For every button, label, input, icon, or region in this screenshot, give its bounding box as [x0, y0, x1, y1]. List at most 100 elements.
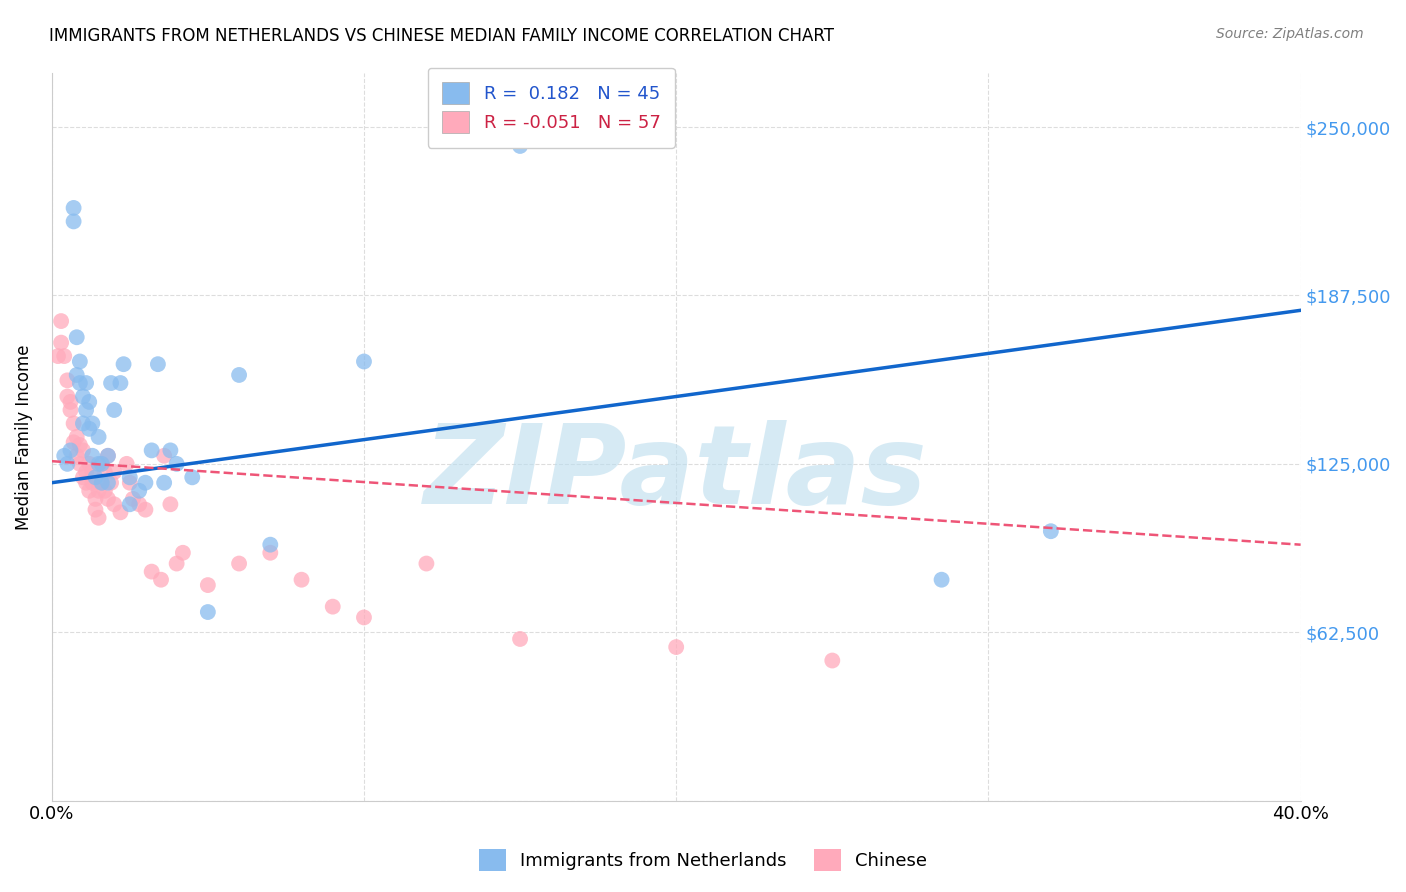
Y-axis label: Median Family Income: Median Family Income — [15, 344, 32, 530]
Point — [82, 449, 104, 463]
Point — [181, 470, 204, 484]
Point — [118, 497, 141, 511]
Point — [159, 443, 181, 458]
Point — [166, 557, 188, 571]
Point — [322, 599, 344, 614]
Point — [87, 457, 110, 471]
Point — [172, 546, 194, 560]
Point — [62, 214, 84, 228]
Point — [122, 491, 145, 506]
Point — [82, 475, 104, 490]
Point — [100, 475, 122, 490]
Point — [259, 546, 281, 560]
Point — [509, 632, 531, 646]
Point — [62, 435, 84, 450]
Legend: Immigrants from Netherlands, Chinese: Immigrants from Netherlands, Chinese — [471, 842, 935, 879]
Point — [75, 403, 97, 417]
Point — [82, 417, 104, 431]
Legend: R =  0.182   N = 45, R = -0.051   N = 57: R = 0.182 N = 45, R = -0.051 N = 57 — [427, 68, 675, 148]
Point — [821, 654, 844, 668]
Point — [103, 403, 125, 417]
Point — [66, 449, 89, 463]
Point — [128, 497, 150, 511]
Point — [110, 376, 132, 390]
Point — [90, 457, 112, 471]
Point — [66, 368, 89, 382]
Text: IMMIGRANTS FROM NETHERLANDS VS CHINESE MEDIAN FAMILY INCOME CORRELATION CHART: IMMIGRANTS FROM NETHERLANDS VS CHINESE M… — [49, 27, 834, 45]
Point — [53, 349, 76, 363]
Point — [46, 349, 69, 363]
Point — [94, 483, 117, 498]
Point — [153, 449, 176, 463]
Point — [62, 201, 84, 215]
Point — [97, 449, 120, 463]
Point — [69, 376, 91, 390]
Point — [128, 483, 150, 498]
Point — [103, 465, 125, 479]
Point — [59, 403, 82, 417]
Point — [97, 475, 120, 490]
Point — [290, 573, 312, 587]
Point — [90, 475, 112, 490]
Point — [1039, 524, 1062, 539]
Point — [115, 457, 138, 471]
Point — [56, 373, 79, 387]
Point — [134, 502, 156, 516]
Point — [75, 465, 97, 479]
Point — [72, 390, 94, 404]
Point — [59, 443, 82, 458]
Point — [153, 475, 176, 490]
Point — [84, 470, 107, 484]
Point — [103, 497, 125, 511]
Point — [49, 335, 72, 350]
Point — [146, 357, 169, 371]
Point — [56, 457, 79, 471]
Point — [56, 390, 79, 404]
Point — [118, 475, 141, 490]
Point — [72, 417, 94, 431]
Point — [197, 578, 219, 592]
Point — [90, 475, 112, 490]
Point — [150, 573, 173, 587]
Point — [72, 443, 94, 458]
Point — [931, 573, 953, 587]
Point — [69, 438, 91, 452]
Text: Source: ZipAtlas.com: Source: ZipAtlas.com — [1216, 27, 1364, 41]
Point — [87, 510, 110, 524]
Point — [49, 314, 72, 328]
Point — [77, 483, 100, 498]
Point — [84, 502, 107, 516]
Point — [87, 430, 110, 444]
Point — [87, 483, 110, 498]
Point — [118, 470, 141, 484]
Point — [166, 457, 188, 471]
Point — [62, 417, 84, 431]
Point — [100, 376, 122, 390]
Point — [94, 465, 117, 479]
Point — [53, 449, 76, 463]
Point — [75, 376, 97, 390]
Point — [141, 443, 163, 458]
Point — [134, 475, 156, 490]
Point — [112, 357, 135, 371]
Point — [72, 470, 94, 484]
Text: ZIPatlas: ZIPatlas — [425, 420, 928, 527]
Point — [66, 430, 89, 444]
Point — [141, 565, 163, 579]
Point — [77, 422, 100, 436]
Point — [97, 491, 120, 506]
Point — [59, 395, 82, 409]
Point — [228, 557, 250, 571]
Point — [159, 497, 181, 511]
Point — [84, 491, 107, 506]
Point — [509, 139, 531, 153]
Point — [665, 640, 688, 654]
Point — [69, 457, 91, 471]
Point — [75, 475, 97, 490]
Point — [197, 605, 219, 619]
Point — [110, 505, 132, 519]
Point — [69, 354, 91, 368]
Point — [77, 457, 100, 471]
Point — [415, 557, 437, 571]
Point — [353, 610, 375, 624]
